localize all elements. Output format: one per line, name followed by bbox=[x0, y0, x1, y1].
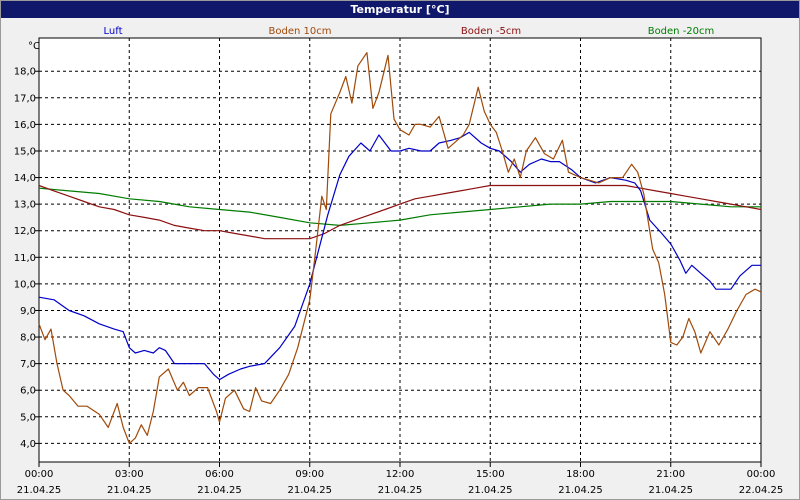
series-line-boden-10cm bbox=[38, 52, 762, 444]
y-tick-label: 15,0 bbox=[14, 146, 36, 157]
y-tick-label: 8,0 bbox=[20, 333, 36, 344]
x-tick-date: 21.04.25 bbox=[378, 485, 423, 496]
x-tick-time: 18:00 bbox=[566, 469, 595, 480]
x-tick-time: 09:00 bbox=[295, 469, 324, 480]
x-tick-time: 00:00 bbox=[25, 469, 54, 480]
x-axis-ticks: 00:00 21.04.25 03:00 21.04.25 06:00 21.04.25 0… bbox=[17, 462, 784, 496]
x-tick-date: 21.04.25 bbox=[468, 485, 513, 496]
series-line-boden-20cm bbox=[38, 187, 761, 226]
y-tick-label: 18,0 bbox=[14, 67, 36, 78]
y-tick-label: 14,0 bbox=[14, 173, 36, 184]
x-tick-date: 21.04.25 bbox=[648, 485, 693, 496]
y-tick-label: 9,0 bbox=[20, 306, 36, 317]
legend: Luft Boden 10cm Boden -5cm Boden -20cm bbox=[104, 26, 715, 37]
y-tick-label: 5,0 bbox=[20, 412, 36, 423]
y-tick-label: 16,0 bbox=[14, 120, 36, 131]
y-axis-ticks: 4,0 5,0 6,0 7,0 8,0 9,0 10,0 11,0 12,0 13,0 14,0 15… bbox=[14, 67, 39, 450]
x-tick-time: 21:00 bbox=[656, 469, 685, 480]
legend-item: Boden 10cm bbox=[269, 26, 332, 37]
y-tick-label: 17,0 bbox=[14, 93, 36, 104]
grid-lines bbox=[39, 38, 761, 462]
x-tick-date: 21.04.25 bbox=[558, 485, 603, 496]
x-tick-time: 03:00 bbox=[115, 469, 144, 480]
x-tick-date: 21.04.25 bbox=[287, 485, 332, 496]
legend-item: Boden -20cm bbox=[648, 26, 715, 37]
y-tick-label: 11,0 bbox=[14, 253, 36, 264]
legend-item: Boden -5cm bbox=[461, 26, 521, 37]
y-tick-label: 6,0 bbox=[20, 386, 36, 397]
y-tick-label: 13,0 bbox=[14, 200, 36, 211]
y-axis-unit: °C bbox=[28, 41, 40, 52]
series-line-boden-5cm bbox=[38, 184, 762, 240]
y-tick-label: 10,0 bbox=[14, 279, 36, 290]
x-tick-time: 15:00 bbox=[476, 469, 505, 480]
series-line-luft bbox=[38, 131, 761, 381]
x-tick-date: 21.04.25 bbox=[17, 485, 62, 496]
y-tick-label: 12,0 bbox=[14, 226, 36, 237]
y-tick-label: 4,0 bbox=[20, 439, 36, 450]
legend-item: Luft bbox=[104, 26, 123, 37]
x-tick-time: 06:00 bbox=[205, 469, 234, 480]
x-tick-time: 00:00 bbox=[747, 469, 776, 480]
x-tick-date: 22.04.25 bbox=[739, 485, 784, 496]
x-tick-date: 21.04.25 bbox=[107, 485, 152, 496]
window-title: Temperatur [°C] bbox=[1, 1, 799, 18]
y-tick-label: 7,0 bbox=[20, 359, 36, 370]
series-lines bbox=[38, 52, 762, 444]
x-tick-time: 12:00 bbox=[386, 469, 415, 480]
x-tick-date: 21.04.25 bbox=[197, 485, 242, 496]
